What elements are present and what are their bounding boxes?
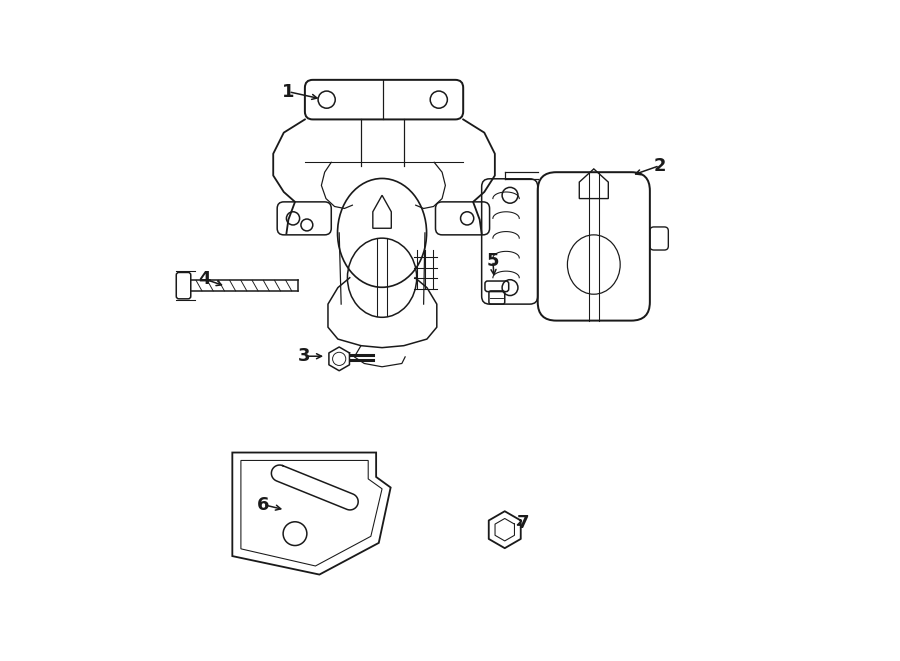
Text: 1: 1: [282, 83, 294, 100]
Text: 4: 4: [198, 270, 211, 288]
Text: 7: 7: [517, 514, 529, 532]
Text: 6: 6: [257, 496, 270, 514]
Text: 5: 5: [487, 252, 500, 270]
Text: 2: 2: [653, 157, 666, 175]
Text: 3: 3: [297, 347, 310, 366]
